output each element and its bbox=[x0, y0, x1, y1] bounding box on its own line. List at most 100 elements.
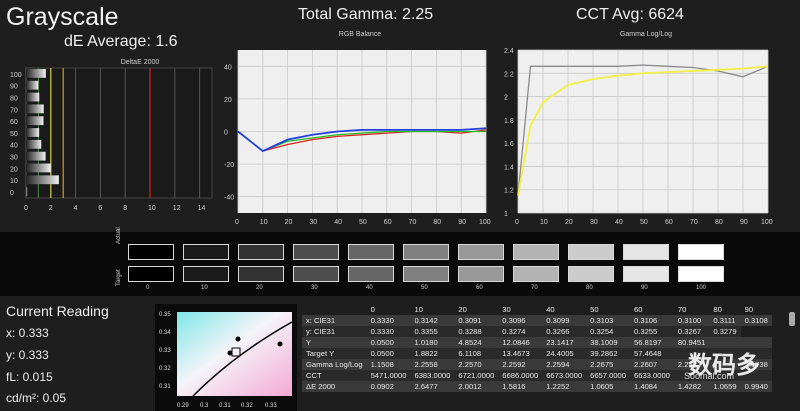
table-cell: 1.8822 bbox=[410, 348, 455, 359]
delta-bar bbox=[26, 151, 46, 161]
swatch-actual bbox=[128, 244, 174, 260]
gamma-x-tick: 20 bbox=[565, 219, 573, 225]
rgb-x-tick: 50 bbox=[359, 219, 367, 225]
swatch-level-label: 10 bbox=[201, 285, 208, 291]
rgb-x-tick: 20 bbox=[285, 219, 293, 225]
table-cell: 1.1508 bbox=[366, 359, 411, 370]
table-cell: 2.0012 bbox=[454, 381, 499, 392]
target-label: Target bbox=[116, 269, 122, 286]
table-cell: 2.2607 bbox=[630, 359, 674, 370]
table-header-row: 0 10 20 30 40 50 60 70 80 90 bbox=[302, 304, 772, 315]
table-row: y: CIE31 0.3330 0.3355 0.3288 0.3274 0.3266 0.… bbox=[302, 326, 772, 337]
table-cell: 0.3274 bbox=[498, 326, 543, 337]
delta-y-tick: 100 bbox=[10, 72, 22, 79]
delta-x-tick: 6 bbox=[98, 205, 102, 212]
gamma-x-tick: 0 bbox=[515, 219, 519, 225]
table-row: ΔE 2000 0.0902 2.6477 2.0012 1.5816 1.2252 1.0… bbox=[302, 381, 772, 392]
table-cell: 1.2252 bbox=[542, 381, 587, 392]
table-cell: 0.3106 bbox=[630, 315, 674, 326]
rgb-x-tick: 70 bbox=[409, 219, 417, 225]
swatch-actual bbox=[183, 244, 229, 260]
swatch-target bbox=[403, 266, 449, 282]
table-cell: 38.1009 bbox=[586, 337, 631, 348]
svg-text:0.34: 0.34 bbox=[159, 330, 171, 336]
readings-table: 0 10 20 30 40 50 60 70 80 90 x: CIE31 0.3330 0.3142 0… bbox=[302, 304, 772, 392]
table-cell: 0.3254 bbox=[586, 326, 631, 337]
table-cell: 5471.0000 bbox=[366, 370, 411, 381]
gamma-y-tick: 2.4 bbox=[504, 48, 514, 55]
table-cell: 24.4005 bbox=[542, 348, 587, 359]
table-cell: 0.3255 bbox=[630, 326, 674, 337]
readings-table-wrap: 0 10 20 30 40 50 60 70 80 90 x: CIE31 0.3330 0.3142 0… bbox=[302, 304, 800, 411]
table-cell: 6633.0000 bbox=[630, 370, 674, 381]
table-row: CCT 5471.0000 6383.0000 6721.0000 6686.0000 6… bbox=[302, 370, 772, 381]
cct-average: CCT Avg: 6624 bbox=[576, 6, 684, 23]
table-cell: 0.3103 bbox=[586, 315, 631, 326]
table-cell: 2.2675 bbox=[586, 359, 631, 370]
rgb-x-tick: 0 bbox=[235, 219, 239, 225]
gamma-x-tick: 70 bbox=[690, 219, 698, 225]
delta-x-tick: 14 bbox=[198, 205, 206, 212]
swatch-level-label: 90 bbox=[641, 285, 648, 291]
table-header-cell: 30 bbox=[498, 304, 543, 315]
gamma-y-tick: 2.2 bbox=[504, 71, 514, 78]
gamma-series-line bbox=[517, 65, 769, 196]
table-cell: 6383.0000 bbox=[410, 370, 455, 381]
table-cell: 1.5816 bbox=[498, 381, 543, 392]
swatch-level-label: 60 bbox=[476, 285, 483, 291]
delta-y-tick: 0 bbox=[10, 190, 14, 197]
table-cell bbox=[709, 370, 741, 381]
delta-x-tick: 8 bbox=[123, 205, 127, 212]
delta-plot-title: DeltaE 2000 bbox=[120, 59, 160, 66]
swatch-actual bbox=[513, 244, 559, 260]
gamma-x-tick: 90 bbox=[740, 219, 748, 225]
reading-fl: fL: 0.015 bbox=[6, 370, 53, 384]
table-cell bbox=[740, 337, 772, 348]
swatch-target bbox=[348, 266, 394, 282]
table-cell: 6657.0000 bbox=[586, 370, 631, 381]
swatch-actual bbox=[623, 244, 669, 260]
swatch-target bbox=[238, 266, 284, 282]
swatch-actual bbox=[238, 244, 284, 260]
table-cell: Gamma Log/Log bbox=[302, 359, 367, 370]
gamma-y-tick: 2 bbox=[504, 95, 508, 102]
reading-cdm2: cd/m²: 0.05 bbox=[6, 391, 67, 405]
swatch-level-label: 20 bbox=[256, 285, 263, 291]
gamma-x-tick: 50 bbox=[640, 219, 648, 225]
table-cell: 4.8524 bbox=[454, 337, 499, 348]
swatch-target bbox=[293, 266, 339, 282]
table-cell: 0.3099 bbox=[542, 315, 587, 326]
delta-x-tick: 2 bbox=[49, 205, 53, 212]
reading-x: x: 0.333 bbox=[6, 326, 49, 340]
delta-y-tick: 90 bbox=[10, 84, 18, 91]
table-cell: 2.2570 bbox=[454, 359, 499, 370]
swatch-target bbox=[623, 266, 669, 282]
table-cell: 0.0902 bbox=[366, 381, 411, 392]
table-cell: 2.252 bbox=[673, 359, 710, 370]
swatch-level-label: 70 bbox=[531, 285, 538, 291]
table-cell bbox=[740, 370, 772, 381]
watermark-logo: 数码多 bbox=[688, 352, 760, 379]
svg-text:0.31: 0.31 bbox=[219, 403, 231, 409]
rgb-y-tick: 0 bbox=[224, 130, 228, 137]
table-cell: 12.0846 bbox=[498, 337, 543, 348]
swatch-actual bbox=[568, 244, 614, 260]
gamma-y-tick: 1.2 bbox=[504, 188, 514, 195]
table-cell bbox=[740, 348, 772, 359]
table-cell: 80.9451 bbox=[673, 337, 710, 348]
table-cell: 0.3288 bbox=[454, 326, 499, 337]
swatch-target bbox=[513, 266, 559, 282]
swatch-actual bbox=[678, 244, 724, 260]
table-cell: 0.3108 bbox=[740, 315, 772, 326]
table-header-cell: 20 bbox=[454, 304, 499, 315]
table-cell: 0.3330 bbox=[366, 326, 411, 337]
scrollbar-thumb[interactable] bbox=[789, 312, 795, 326]
table-header-cell: 70 bbox=[673, 304, 710, 315]
swatch-band bbox=[0, 232, 800, 296]
gamma-series-line bbox=[517, 64, 769, 196]
delta-x-tick: 12 bbox=[173, 205, 181, 212]
delta-bar bbox=[26, 139, 42, 149]
table-header-cell: 0 bbox=[366, 304, 411, 315]
gamma-chart: 0 10 20 30 40 50 60 70 80 90 100 1 1.2 1.4 1.6 1.8 2 2.2 2… bbox=[504, 48, 773, 225]
swatch-level-label: 50 bbox=[421, 285, 428, 291]
